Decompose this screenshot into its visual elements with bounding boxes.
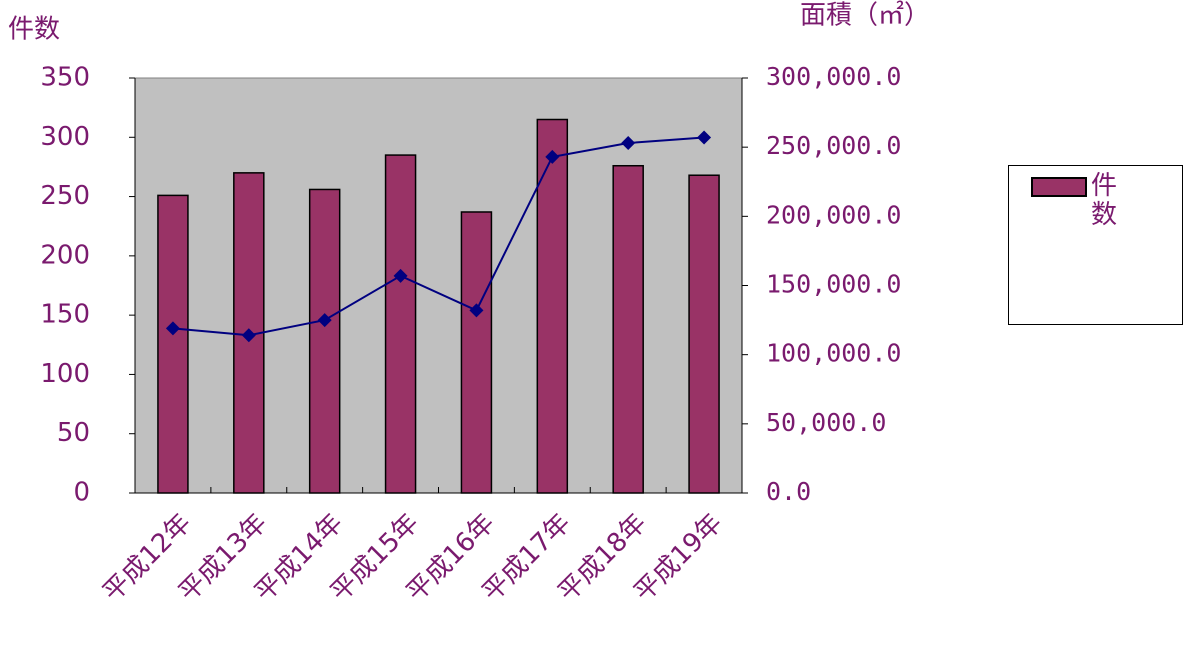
- marker: [165, 321, 180, 336]
- marker: [241, 328, 256, 343]
- y2-tick-label: 50,000.0: [766, 408, 886, 437]
- y2-tick-label: 0.0: [766, 477, 811, 506]
- y-tick-label: 300: [40, 122, 90, 152]
- marker: [621, 136, 636, 151]
- bar: [536, 118, 569, 494]
- y2-tick-label: 300,000.0: [766, 62, 901, 91]
- y-tick-label: 350: [40, 63, 90, 93]
- y2-axis-title: 面積（㎡）: [800, 1, 930, 31]
- bar: [157, 194, 189, 494]
- line: [172, 136, 705, 337]
- marker: [317, 313, 332, 328]
- y2-tick-label: 150,000.0: [766, 270, 901, 299]
- y-axis-title: 件数: [8, 15, 60, 45]
- y2-tick-label: 100,000.0: [766, 339, 901, 368]
- bar: [308, 188, 341, 494]
- marker: [545, 149, 560, 164]
- marker: [469, 303, 484, 318]
- legend-swatch: [1031, 177, 1087, 197]
- marker: [697, 130, 712, 145]
- bar: [688, 174, 720, 494]
- y-tick-label: 0: [73, 478, 90, 508]
- y2-tick-label: 250,000.0: [766, 131, 901, 160]
- plot-area: [134, 77, 743, 494]
- legend-item: 件数: [1031, 172, 1125, 230]
- y2-tick-label: 200,000.0: [766, 200, 901, 229]
- legend-label: 件数: [1091, 171, 1118, 230]
- marker: [393, 268, 408, 283]
- bar: [384, 154, 417, 494]
- legend: 件数: [1008, 165, 1183, 325]
- y-tick-label: 50: [57, 418, 90, 448]
- y-tick-label: 100: [40, 359, 90, 389]
- y-tick-label: 150: [40, 300, 90, 330]
- y-tick-label: 200: [40, 240, 90, 270]
- y-tick-label: 250: [40, 181, 90, 211]
- bar: [612, 164, 644, 494]
- bar: [460, 211, 493, 494]
